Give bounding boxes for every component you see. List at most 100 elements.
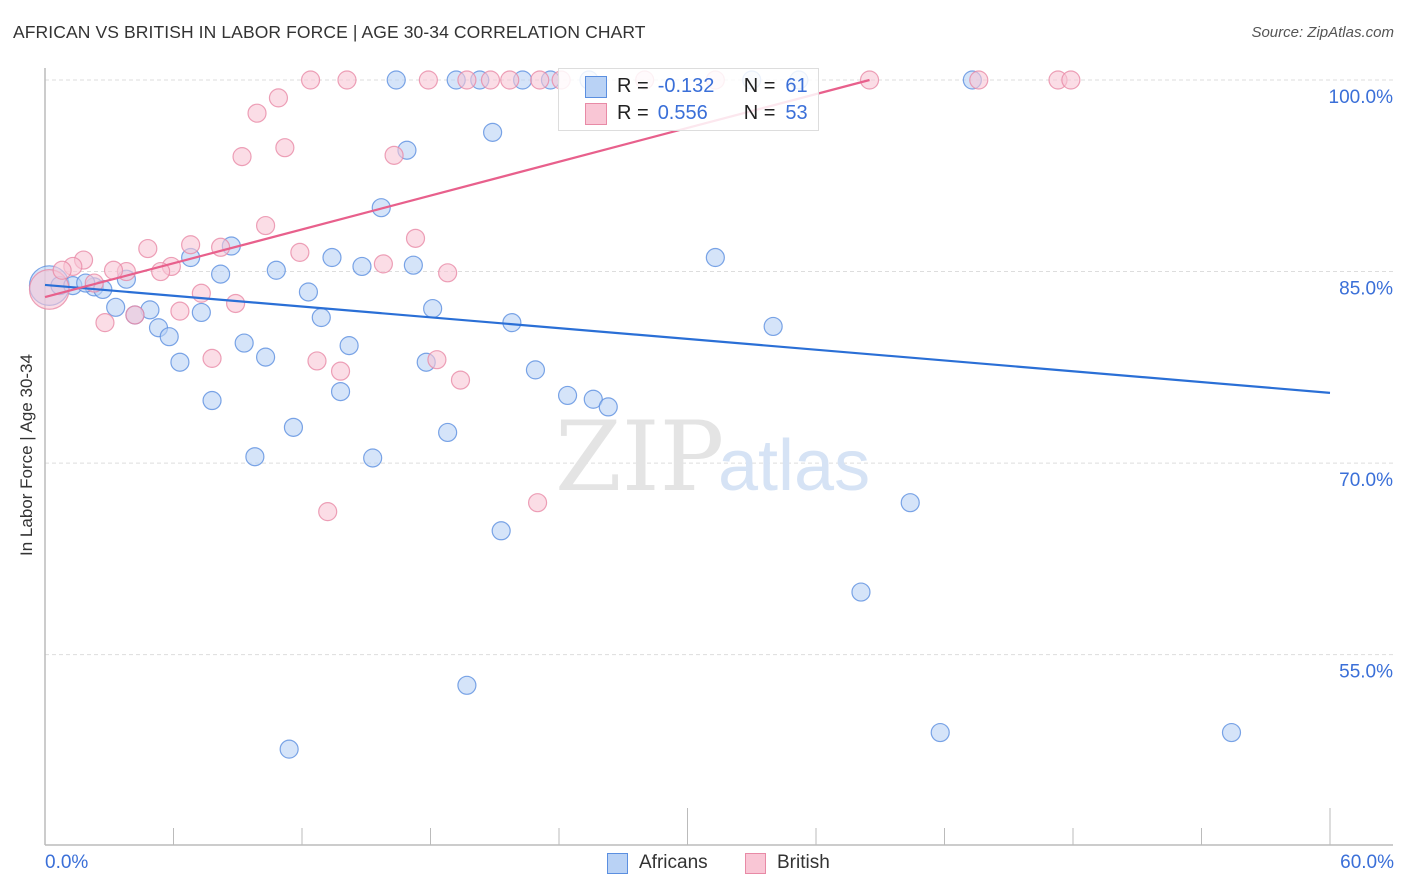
british-point <box>318 502 338 522</box>
british-point <box>337 70 357 90</box>
africans-point <box>279 739 299 759</box>
british-point <box>170 301 190 321</box>
r-label: R = <box>617 74 649 97</box>
british-point <box>405 228 426 248</box>
british-point <box>232 147 252 167</box>
africans-point <box>255 347 276 367</box>
british-legend-swatch <box>745 852 766 874</box>
british-point <box>181 235 201 255</box>
british-point <box>969 70 989 90</box>
y-tick-label: 100.0% <box>1329 87 1394 108</box>
africans-point <box>245 447 265 467</box>
africans-point <box>457 675 477 695</box>
legend-item-british: British <box>745 852 830 874</box>
africans-point <box>491 521 511 541</box>
africans-point <box>900 493 920 513</box>
british-point <box>268 88 289 108</box>
r-value: -0.132 <box>657 74 715 97</box>
legend-row-british: R = 0.556 N = 53 <box>617 100 808 126</box>
africans-point <box>322 247 342 268</box>
british-point <box>384 145 404 165</box>
british-point <box>275 138 295 158</box>
legend-item-africans: Africans <box>607 852 708 874</box>
africans-point <box>525 360 546 380</box>
british-point <box>427 350 447 370</box>
africans-point <box>438 422 458 443</box>
british-point <box>52 260 72 280</box>
y-tick-label: 55.0% <box>1339 662 1393 683</box>
africans-point <box>1221 722 1242 743</box>
africans-point <box>386 70 406 90</box>
british-point <box>527 493 548 513</box>
british-point <box>95 313 115 333</box>
british-point <box>290 242 310 262</box>
british-point <box>450 370 471 390</box>
british-point <box>500 70 520 90</box>
british-point <box>138 238 158 259</box>
british-point <box>480 70 501 90</box>
n-label: N = <box>743 101 776 124</box>
africans-point <box>234 333 254 353</box>
british-point <box>28 269 70 310</box>
africans-legend-swatch <box>607 852 628 874</box>
y-tick-label: 70.0% <box>1339 470 1393 491</box>
africans-point <box>202 390 222 411</box>
legend-label-british: British <box>777 852 830 873</box>
british-point <box>307 351 327 371</box>
africans-point <box>191 302 211 323</box>
africans-point <box>298 282 319 302</box>
british-point <box>438 263 458 283</box>
africans-point <box>557 385 578 406</box>
n-value: 61 <box>785 74 808 97</box>
africans-swatch <box>585 76 607 98</box>
africans-point <box>598 397 618 417</box>
africans-point <box>705 247 725 268</box>
r-value: 0.556 <box>657 101 708 124</box>
r-label: R = <box>617 101 649 124</box>
africans-point <box>266 260 286 280</box>
legend-label-africans: Africans <box>639 852 708 873</box>
africans-point <box>283 417 304 437</box>
british-point <box>1061 70 1081 90</box>
africans-trend-line <box>44 283 1331 394</box>
british-point <box>418 70 438 90</box>
africans-point <box>763 316 783 337</box>
stats-legend: R = -0.132 N = 61 R = 0.556 N = 53 <box>558 68 819 131</box>
africans-point <box>363 448 383 468</box>
africans-point <box>403 255 423 275</box>
british-swatch <box>585 103 607 125</box>
british-point <box>125 305 145 325</box>
africans-point <box>211 264 231 284</box>
x-tick-label-max: 60.0% <box>1340 852 1394 873</box>
watermark-atlas: atlas <box>718 426 870 506</box>
british-point <box>202 348 222 368</box>
africans-point <box>930 722 950 743</box>
africans-point <box>483 122 503 142</box>
africans-point <box>330 381 351 402</box>
x-tick-label-min: 0.0% <box>45 852 89 873</box>
n-value: 53 <box>785 101 808 124</box>
africans-point <box>311 307 331 328</box>
watermark-zip: ZIP <box>555 401 724 513</box>
chart-source: Source: ZipAtlas.com <box>1251 24 1394 41</box>
africans-point <box>352 256 372 277</box>
africans-point <box>106 297 126 317</box>
n-label: N = <box>743 74 776 97</box>
british-point <box>247 103 267 123</box>
africans-point <box>423 298 443 319</box>
africans-point <box>159 327 179 347</box>
british-point <box>255 215 276 236</box>
british-point <box>300 70 321 90</box>
africans-point <box>170 352 190 372</box>
africans-point <box>583 389 603 409</box>
british-point <box>373 254 393 274</box>
british-point <box>226 293 246 314</box>
africans-point <box>339 336 359 356</box>
africans-point <box>851 582 871 602</box>
y-tick-label: 85.0% <box>1339 279 1393 300</box>
legend-row-africans: R = -0.132 N = 61 <box>617 73 808 99</box>
chart-title: AFRICAN VS BRITISH IN LABOR FORCE | AGE … <box>13 22 646 42</box>
british-point <box>530 70 550 90</box>
